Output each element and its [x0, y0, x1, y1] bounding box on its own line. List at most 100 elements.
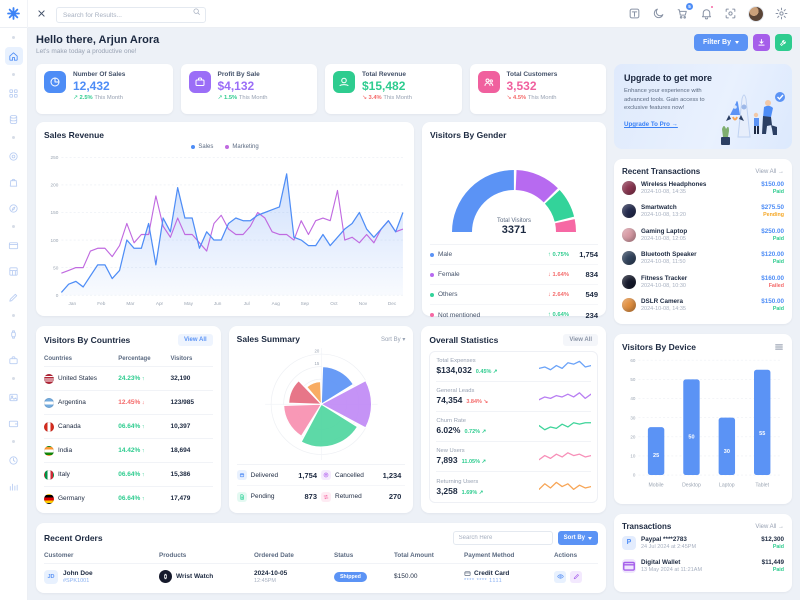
- transaction-amount: $11,449: [761, 559, 784, 567]
- table-row[interactable]: India 14.42% ↑ 18,694: [44, 438, 213, 462]
- table-row[interactable]: Italy 06.64% ↑ 15,386: [44, 462, 213, 486]
- download-button[interactable]: [753, 34, 770, 51]
- bell-button[interactable]: [700, 5, 714, 20]
- filter-by-button[interactable]: Filter By: [693, 34, 748, 51]
- country-visitors: 32,190: [170, 375, 191, 382]
- upgrade-pro-link[interactable]: Upgrade To Pro →: [624, 121, 678, 129]
- transaction-row[interactable]: P Paypal ****2783 24 Jul 2024 at 2:45PM $12…: [622, 531, 784, 555]
- app-logo[interactable]: [0, 0, 28, 28]
- total-visitors-value: 3371: [501, 224, 527, 236]
- transaction-row[interactable]: Bluetooth Speaker 2024-10-08, 11:50 $120.0…: [622, 247, 784, 271]
- moon-button[interactable]: [652, 7, 665, 20]
- overall-stat-value: 6.02%: [436, 425, 461, 435]
- sidebar-item-shopping-bag[interactable]: [5, 173, 23, 191]
- credit-card-icon: [8, 241, 19, 249]
- svg-text:Desktop: Desktop: [682, 482, 701, 488]
- payment-method: Credit Card: [464, 570, 554, 577]
- sidebar-item-briefcase[interactable]: [5, 351, 23, 369]
- sidebar-item-calculator[interactable]: [5, 262, 23, 280]
- orders-col-header: Status: [334, 551, 354, 559]
- stat-card-total-customers: Total Customers 3,532 ↘ 4.5% This Month: [469, 64, 606, 114]
- svg-text:0: 0: [56, 293, 59, 299]
- table-row[interactable]: Germany 06.64% ↑ 17,479: [44, 486, 213, 510]
- gender-legend-row: Female ↓ 1.64% 834: [430, 265, 598, 285]
- table-row[interactable]: Canada 06.64% ↑ 10,397: [44, 414, 213, 438]
- database-icon: [9, 114, 18, 124]
- transactions-view-all[interactable]: View All →: [755, 523, 784, 530]
- search-input[interactable]: [56, 7, 206, 24]
- orders-search-input[interactable]: [452, 531, 553, 545]
- sales-summary-sort-button[interactable]: Sort By ▾: [380, 336, 406, 343]
- transaction-name: Digital Wallet: [641, 559, 681, 567]
- overall-stat-delta: 0.45% ↗: [475, 369, 498, 375]
- summary-label: Returned: [335, 493, 362, 501]
- translate-button[interactable]: [628, 7, 641, 20]
- transaction-status: Paid: [772, 235, 784, 242]
- gender-value: 834: [585, 270, 598, 279]
- table-row[interactable]: JD John Doe #SPK1001 Wrist Watch 2024-10-05 1…: [44, 563, 598, 589]
- legend-item-marketing[interactable]: Marketing: [225, 144, 259, 150]
- sidebar-item-database[interactable]: [5, 110, 23, 128]
- svg-text:Aug: Aug: [272, 301, 281, 307]
- countries-col-header: Visitors: [170, 355, 193, 362]
- transaction-row[interactable]: Gaming Laptop 2024-10-08, 12:05 $250.00 Pai…: [622, 223, 784, 247]
- overall-stat-value: 7,893: [436, 455, 458, 465]
- gear-button[interactable]: [775, 7, 788, 20]
- transaction-row[interactable]: Fitness Tracker 2024-10-08, 10:30 $160.00 F…: [622, 270, 784, 294]
- sidebar-item-bar-chart[interactable]: [5, 477, 23, 495]
- pie-icon: [50, 77, 60, 87]
- sidebar-item-credit-card[interactable]: [5, 236, 23, 254]
- page-greeting: Hello there, Arjun Arora: [36, 34, 160, 46]
- sidebar-item-compass[interactable]: [5, 199, 23, 217]
- sidebar-item-clock[interactable]: [5, 451, 23, 469]
- overall-statistics-title: Overall Statistics: [429, 335, 499, 345]
- chevron-down-icon: [588, 536, 592, 540]
- table-row[interactable]: United States 24.23% ↑ 32,190: [44, 366, 213, 390]
- overall-stat-label: Total Expenses: [436, 358, 476, 364]
- sales-summary-panel: Sales Summary Sort By ▾ 20 15 Delivered 1,…: [228, 326, 414, 513]
- wallet-icon: [8, 420, 19, 427]
- sidebar-item-image[interactable]: [5, 388, 23, 406]
- pencil-icon: [9, 293, 18, 302]
- country-visitors: 17,479: [170, 495, 191, 502]
- transaction-row[interactable]: Wireless Headphones 2024-10-08, 14:35 $150…: [622, 176, 784, 200]
- sidebar-item-home[interactable]: [4, 47, 23, 65]
- recent-transactions-view-all[interactable]: View All →: [755, 168, 784, 175]
- cart-button[interactable]: 5: [676, 3, 693, 20]
- stat-label: Profit By Sale: [217, 71, 260, 78]
- gender-value: 234: [585, 310, 598, 320]
- summary-value: 1,234: [382, 470, 402, 480]
- sidebar-item-pencil[interactable]: [5, 288, 23, 306]
- tools-button[interactable]: [775, 34, 792, 51]
- stat-label: Total Customers: [506, 71, 558, 78]
- sidebar-item-target[interactable]: [5, 147, 23, 165]
- page-subtitle: Let's make today a productive one!: [36, 48, 137, 55]
- edit-order-button[interactable]: [570, 570, 582, 583]
- user-avatar[interactable]: [748, 5, 764, 22]
- transaction-row[interactable]: DSLR Camera 2024-10-08, 14:35 $150.00 Paid: [622, 294, 784, 318]
- overall-view-all-button[interactable]: View All: [563, 334, 599, 346]
- watch-icon: [163, 573, 168, 580]
- table-row[interactable]: Argentina 12.45% ↓ 123/985: [44, 390, 213, 414]
- flag-it-icon: [44, 469, 54, 480]
- countries-view-all-button[interactable]: View All: [177, 334, 213, 346]
- orders-sort-button[interactable]: Sort By: [557, 531, 598, 545]
- country-name: Argentina: [58, 399, 86, 406]
- svg-text:20: 20: [630, 434, 636, 439]
- view-order-button[interactable]: [554, 570, 566, 583]
- image-icon: [9, 393, 18, 401]
- legend-item-sales[interactable]: Sales: [191, 144, 213, 150]
- sidebar-toggle-button[interactable]: [28, 9, 54, 18]
- sales-summary-rose-chart: 20 15: [237, 344, 406, 461]
- transaction-row[interactable]: Smartwatch 2024-10-08, 13:20 $275.50 Pendin…: [622, 200, 784, 224]
- sidebar-item-apps[interactable]: [5, 84, 23, 102]
- transaction-row[interactable]: Digital Wallet 13 May 2024 at 11:21AM $11,…: [622, 555, 784, 579]
- scan-button[interactable]: [724, 7, 737, 20]
- countries-header-row: Countries Percentage Visitors: [44, 351, 213, 366]
- country-name: Italy: [58, 471, 70, 478]
- sidebar-item-wallet[interactable]: [5, 414, 23, 432]
- recent-transactions-panel: Recent Transactions View All → Wireless …: [614, 159, 792, 324]
- menu-icon[interactable]: [774, 342, 784, 352]
- sidebar-item-watch[interactable]: [5, 325, 23, 343]
- overall-stat-value: 74,354: [436, 395, 463, 405]
